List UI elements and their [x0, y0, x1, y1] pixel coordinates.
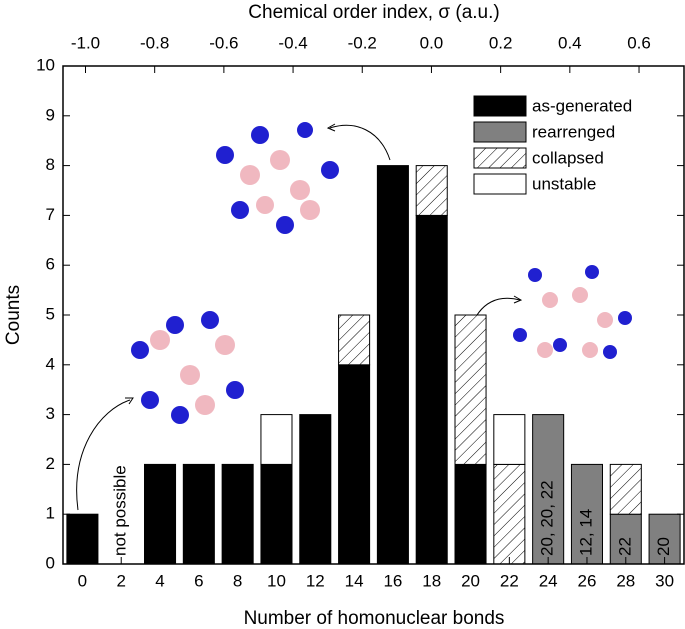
x2-tick-label: 0.6 — [627, 33, 651, 52]
bar-segment — [299, 414, 332, 565]
x-tick-label: 22 — [500, 571, 519, 590]
legend-label: as-generated — [532, 96, 632, 115]
bar-segment — [221, 463, 254, 565]
bar-segment — [493, 414, 526, 465]
x-tick-label: 30 — [655, 571, 674, 590]
y-tick-label: 2 — [46, 454, 55, 473]
bar-segment — [66, 513, 99, 565]
legend-swatch — [473, 95, 527, 117]
x-tick-label: 2 — [116, 571, 125, 590]
x2-tick-label: 0.0 — [420, 33, 444, 52]
annotation: not possible — [111, 465, 130, 556]
x-tick-label: 16 — [383, 571, 402, 590]
x-tick-label: 10 — [267, 571, 286, 590]
x-axis-title: Number of homonuclear bonds — [244, 608, 505, 629]
bar-segment — [415, 214, 448, 565]
bar-segment — [454, 463, 487, 565]
bar-segment — [260, 463, 293, 565]
x2-tick-label: 0.2 — [489, 33, 513, 52]
x2-axis-title: Chemical order index, σ (a.u.) — [248, 2, 499, 23]
x2-tick-label: -0.2 — [348, 33, 377, 52]
y-tick-label: 1 — [46, 504, 55, 523]
x-tick-label: 12 — [306, 571, 325, 590]
cluster-illustration — [131, 311, 244, 424]
x2-tick-label: 0.4 — [558, 33, 582, 52]
annotation: 20, 20, 22 — [538, 480, 557, 556]
y-tick-label: 7 — [46, 205, 55, 224]
bar-segment — [182, 463, 215, 565]
bar-segment — [144, 463, 177, 565]
legend-label: rearrenged — [532, 122, 615, 141]
x-tick-label: 20 — [461, 571, 480, 590]
x-tick-label: 24 — [539, 571, 558, 590]
x-tick-label: 26 — [578, 571, 597, 590]
legend-swatch — [473, 173, 527, 195]
x2-tick-label: -0.4 — [278, 33, 307, 52]
y-tick-label: 0 — [46, 553, 55, 572]
bar-segment — [415, 165, 448, 216]
bar-segment — [454, 314, 487, 465]
bar-segment — [609, 513, 642, 565]
legend-label: collapsed — [532, 148, 604, 167]
annotation: 20 — [654, 537, 673, 556]
annotation: 22 — [615, 537, 634, 556]
bar-segment — [260, 414, 293, 465]
bar-segment — [338, 314, 371, 366]
y-axis-title: Counts — [3, 285, 24, 345]
y-tick-label: 9 — [46, 105, 55, 124]
cluster-illustration — [513, 265, 632, 359]
annotation: 12, 14 — [576, 509, 595, 556]
y-tick-label: 4 — [46, 354, 55, 373]
legend-swatch — [473, 121, 527, 143]
y-tick-label: 3 — [46, 404, 55, 423]
bar-segment — [609, 463, 642, 515]
x2-tick-label: -1.0 — [71, 33, 100, 52]
x-tick-label: 28 — [616, 571, 635, 590]
legend-swatch — [473, 147, 527, 169]
cluster-illustration — [216, 122, 339, 234]
x-tick-label: 0 — [78, 571, 87, 590]
y-tick-label: 8 — [46, 155, 55, 174]
bar-segment — [376, 165, 409, 565]
bar-segment — [493, 463, 526, 565]
x-tick-label: 14 — [345, 571, 364, 590]
legend-label: unstable — [532, 174, 596, 193]
y-tick-label: 6 — [46, 255, 55, 274]
x2-tick-label: -0.6 — [209, 33, 238, 52]
x-tick-label: 6 — [194, 571, 203, 590]
x-tick-label: 18 — [422, 571, 441, 590]
x2-tick-label: -0.8 — [140, 33, 169, 52]
bar-segment — [570, 463, 603, 565]
x-tick-label: 4 — [155, 571, 164, 590]
y-tick-label: 10 — [36, 55, 55, 74]
y-tick-label: 5 — [46, 304, 55, 323]
bar-segment — [338, 364, 371, 565]
x-tick-label: 8 — [233, 571, 242, 590]
